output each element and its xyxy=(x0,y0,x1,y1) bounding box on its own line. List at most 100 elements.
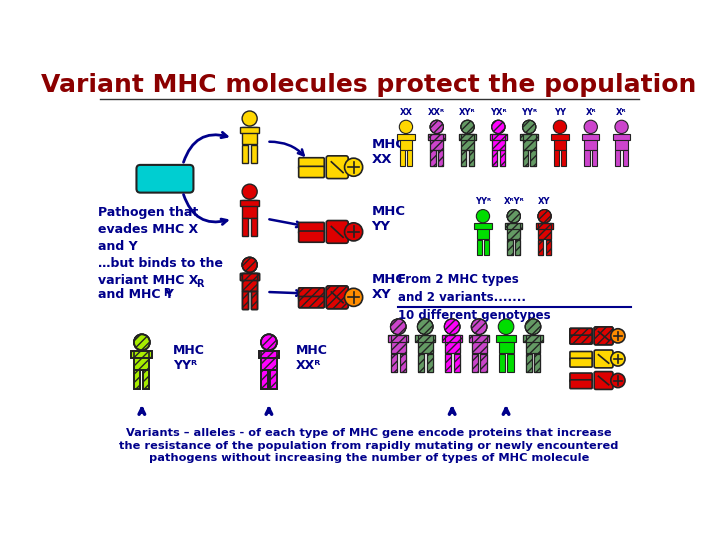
Circle shape xyxy=(345,158,363,176)
Text: MHC
XX: MHC XX xyxy=(372,138,405,166)
FancyBboxPatch shape xyxy=(299,158,324,169)
Bar xyxy=(515,240,520,255)
Bar xyxy=(515,240,520,255)
Bar xyxy=(442,335,462,342)
Bar xyxy=(469,150,474,166)
Circle shape xyxy=(525,319,541,334)
Circle shape xyxy=(498,319,514,334)
Circle shape xyxy=(261,334,277,350)
Bar xyxy=(526,354,531,373)
Circle shape xyxy=(507,210,521,223)
Bar xyxy=(415,335,436,342)
Bar xyxy=(270,370,276,389)
Bar xyxy=(428,134,446,140)
Text: Variant MHC molecules protect the population: Variant MHC molecules protect the popula… xyxy=(41,73,697,97)
Text: From 2 MHC types
and 2 variants.......
10 different genotypes: From 2 MHC types and 2 variants....... 1… xyxy=(398,273,551,322)
Bar xyxy=(143,370,150,389)
Bar xyxy=(418,354,424,373)
Bar xyxy=(431,134,443,150)
Circle shape xyxy=(390,319,406,334)
Bar xyxy=(426,354,433,373)
Bar xyxy=(418,354,424,373)
Circle shape xyxy=(472,319,487,334)
Bar xyxy=(243,292,248,309)
Bar xyxy=(539,240,544,255)
Bar xyxy=(445,354,451,373)
Bar xyxy=(536,224,553,229)
Circle shape xyxy=(611,373,625,388)
Bar xyxy=(454,354,459,373)
Text: YYᴿ: YYᴿ xyxy=(475,198,491,206)
Bar xyxy=(505,224,523,229)
Bar xyxy=(243,273,257,291)
Bar xyxy=(508,224,520,239)
Bar xyxy=(615,150,621,166)
Bar xyxy=(438,150,443,166)
Circle shape xyxy=(553,120,567,133)
Bar xyxy=(521,134,538,140)
Bar xyxy=(539,224,551,239)
FancyBboxPatch shape xyxy=(326,156,348,179)
Bar xyxy=(582,134,600,140)
Bar xyxy=(615,134,628,150)
Bar xyxy=(240,273,259,280)
Bar xyxy=(243,273,257,291)
Bar xyxy=(391,335,405,354)
Bar xyxy=(472,335,487,354)
Bar xyxy=(585,150,590,166)
Bar xyxy=(523,150,528,166)
Bar xyxy=(240,200,259,206)
Bar xyxy=(469,150,474,166)
Bar xyxy=(492,150,498,166)
Text: R: R xyxy=(197,279,204,289)
Bar xyxy=(526,335,541,354)
Bar xyxy=(484,240,490,255)
Bar xyxy=(526,335,541,354)
Bar xyxy=(539,224,551,239)
Bar xyxy=(561,150,567,166)
Bar xyxy=(143,370,150,389)
Text: YY: YY xyxy=(554,108,566,117)
Bar xyxy=(459,134,476,140)
Bar xyxy=(431,150,436,166)
Text: pathogens without increasing the number of types of MHC molecule: pathogens without increasing the number … xyxy=(149,453,589,463)
Bar xyxy=(442,335,462,342)
Bar xyxy=(438,150,443,166)
FancyBboxPatch shape xyxy=(326,286,348,309)
Bar xyxy=(134,370,140,389)
Circle shape xyxy=(615,120,629,133)
FancyBboxPatch shape xyxy=(299,222,324,234)
Bar xyxy=(454,354,459,373)
Bar xyxy=(240,273,259,280)
Bar xyxy=(415,335,436,342)
Circle shape xyxy=(461,120,474,133)
Bar xyxy=(431,150,436,166)
Bar xyxy=(143,370,150,389)
Circle shape xyxy=(492,120,505,133)
Bar xyxy=(415,335,436,342)
Bar xyxy=(526,354,531,373)
Circle shape xyxy=(242,257,257,272)
Text: MHC
YYᴿ: MHC YYᴿ xyxy=(173,345,204,372)
Bar xyxy=(261,370,268,389)
Circle shape xyxy=(242,111,257,126)
Bar xyxy=(505,224,523,229)
Bar xyxy=(445,354,451,373)
Bar xyxy=(492,150,498,166)
Bar xyxy=(505,224,523,229)
Bar xyxy=(508,224,520,239)
Bar xyxy=(243,273,257,291)
FancyBboxPatch shape xyxy=(137,165,194,193)
Bar xyxy=(132,351,152,358)
Bar xyxy=(251,292,257,309)
Bar xyxy=(134,370,140,389)
Bar xyxy=(397,134,415,140)
Bar xyxy=(134,351,150,370)
Bar xyxy=(469,335,490,342)
Bar xyxy=(445,335,459,354)
Bar xyxy=(492,150,498,166)
Bar xyxy=(492,134,505,150)
Bar xyxy=(391,354,397,373)
Bar xyxy=(469,150,474,166)
Circle shape xyxy=(345,288,363,306)
